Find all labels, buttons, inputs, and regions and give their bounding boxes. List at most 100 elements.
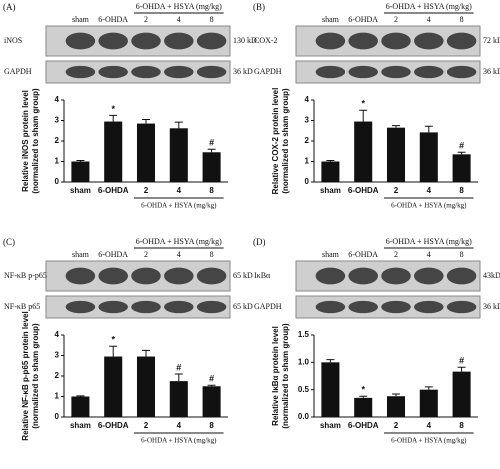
lane-label: 6-OHDA xyxy=(348,15,378,24)
error-bar xyxy=(142,349,150,357)
error-bar xyxy=(457,366,466,372)
x-group-label: 6-OHDA + HSYA (mg/kg) xyxy=(141,437,217,445)
y-tick-label: 4 xyxy=(305,95,310,104)
significance-marker: * xyxy=(361,385,365,395)
x-tick-label: 4 xyxy=(427,186,432,195)
error-bar xyxy=(174,373,183,382)
blot-band xyxy=(315,300,346,314)
y-tick-label: 1 xyxy=(55,392,60,401)
blot-band xyxy=(446,300,477,314)
lane-label: sham xyxy=(72,250,90,259)
lane-label: sham xyxy=(322,250,340,259)
bar xyxy=(452,371,471,417)
bar xyxy=(354,121,373,182)
panel-label: (C) xyxy=(3,237,15,247)
y-tick-label: 1.5 xyxy=(298,330,310,339)
lane-label: 2 xyxy=(394,15,398,24)
bar xyxy=(354,397,373,417)
blot-band xyxy=(348,32,378,50)
panel: (B) 6-OHDA + HSYA (mg/kg) sham 6-OHDA 2 4 8 COX… xyxy=(253,2,500,210)
lane-label: 6-OHDA xyxy=(98,250,128,259)
error-bar xyxy=(359,109,368,122)
x-tick-label: 8 xyxy=(209,421,214,430)
blot-band xyxy=(414,267,444,285)
y-tick-label: 1 xyxy=(305,157,310,166)
blot-band xyxy=(98,300,128,314)
lane-label: 2 xyxy=(144,15,148,24)
y-tick-label: 1.0 xyxy=(298,357,310,366)
blot-band xyxy=(381,32,411,50)
blot-group-label: 6-OHDA + HSYA (mg/kg) xyxy=(386,2,472,11)
y-tick-label: 4 xyxy=(55,95,60,104)
panel-label: (B) xyxy=(253,2,265,12)
blot-band xyxy=(164,300,194,314)
blot-band xyxy=(98,65,128,79)
x-tick-label: 6-OHDA xyxy=(98,186,129,195)
y-axis-label: Relative iNOS protein level xyxy=(21,90,30,192)
blot-row-label: IκBα xyxy=(254,271,271,280)
bar xyxy=(71,396,90,417)
blot-band xyxy=(196,300,227,314)
blot-row-size: 36 kD xyxy=(483,302,500,311)
y-axis-label: Relative IκBα protein level xyxy=(271,326,280,426)
x-tick-label: sham xyxy=(320,186,341,195)
significance-marker: # xyxy=(459,141,464,151)
y-tick-label: 0.0 xyxy=(298,412,310,421)
y-tick-label: 3 xyxy=(305,116,310,125)
blot-band xyxy=(164,32,194,50)
bar xyxy=(202,152,221,182)
bar xyxy=(104,121,123,182)
y-tick-label: 0 xyxy=(55,177,60,186)
blot-band xyxy=(446,267,477,285)
y-tick-label: 0 xyxy=(305,177,310,186)
x-group-label: 6-OHDA + HSYA (mg/kg) xyxy=(391,437,467,445)
x-tick-label: 8 xyxy=(459,421,464,430)
significance-marker: # xyxy=(459,356,464,366)
bar xyxy=(386,396,406,417)
blot-band xyxy=(414,65,444,79)
blot-row-label: NF-κB p65 xyxy=(4,302,40,311)
y-axis-label: (normalized to sham group) xyxy=(281,323,290,429)
blot-band xyxy=(446,32,477,50)
bar xyxy=(321,161,340,182)
blot-band xyxy=(196,32,227,50)
error-bar xyxy=(207,384,216,387)
blot-band xyxy=(381,65,411,79)
y-axis-label: Relative NF-κB p-p65 protein level xyxy=(21,311,30,440)
y-axis-label: Relative COX-2 protein level xyxy=(271,88,280,195)
bar xyxy=(169,381,188,417)
x-tick-label: 4 xyxy=(177,186,182,195)
x-group-label: 6-OHDA + HSYA (mg/kg) xyxy=(141,202,217,210)
blot-row-size: 65 kD xyxy=(233,302,253,311)
y-tick-label: 4 xyxy=(55,330,60,339)
y-tick-label: 0 xyxy=(55,412,60,421)
error-bar xyxy=(76,395,85,397)
lane-label: sham xyxy=(322,15,340,24)
x-tick-label: 2 xyxy=(394,421,399,430)
blot-row-size: 72 kD xyxy=(483,36,500,45)
blot-band xyxy=(414,300,444,314)
blot-group-label: 6-OHDA + HSYA (mg/kg) xyxy=(136,2,222,11)
x-tick-label: 2 xyxy=(394,186,399,195)
error-bar xyxy=(174,121,183,129)
y-tick-label: 1 xyxy=(55,157,60,166)
y-tick-label: 2 xyxy=(55,136,60,145)
blot-band xyxy=(348,300,378,314)
blot-band xyxy=(348,65,378,79)
bar xyxy=(321,362,340,417)
blot-row-label: GAPDH xyxy=(254,302,282,311)
x-tick-label: 6-OHDA xyxy=(348,421,379,430)
bar xyxy=(169,128,188,182)
blot-band xyxy=(65,65,96,79)
lane-label: 8 xyxy=(460,15,464,24)
blot-band xyxy=(65,32,96,50)
blot-band xyxy=(196,267,227,285)
significance-marker: # xyxy=(209,138,214,148)
error-bar xyxy=(76,159,85,162)
blot-band xyxy=(98,32,128,50)
error-bar xyxy=(142,118,150,124)
blot-band xyxy=(131,65,161,79)
lane-label: sham xyxy=(72,15,90,24)
lane-label: 4 xyxy=(427,15,431,24)
error-bar xyxy=(359,395,368,398)
